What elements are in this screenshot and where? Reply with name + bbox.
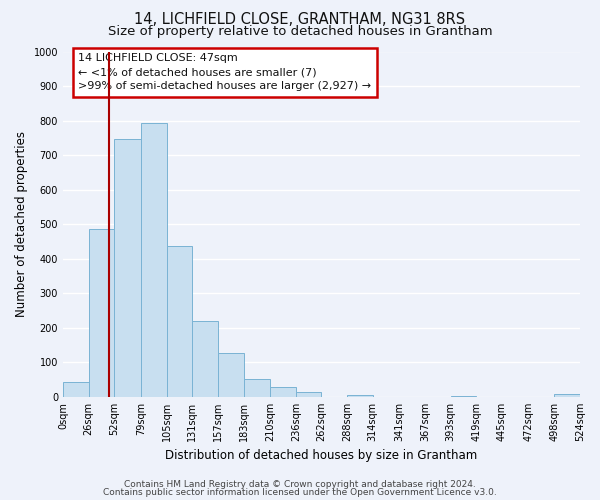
Bar: [114, 138, 141, 397]
Text: Size of property relative to detached houses in Grantham: Size of property relative to detached ho…: [107, 25, 493, 38]
Text: Contains public sector information licensed under the Open Government Licence v3: Contains public sector information licen…: [103, 488, 497, 497]
Bar: [347, 395, 373, 397]
Bar: [244, 379, 270, 397]
Bar: [296, 392, 322, 397]
Bar: [89, 228, 114, 397]
Bar: [192, 321, 218, 397]
Text: 14, LICHFIELD CLOSE, GRANTHAM, NG31 8RS: 14, LICHFIELD CLOSE, GRANTHAM, NG31 8RS: [134, 12, 466, 28]
Bar: [63, 382, 89, 397]
Bar: [451, 396, 476, 397]
Bar: [167, 246, 192, 397]
Text: Contains HM Land Registry data © Crown copyright and database right 2024.: Contains HM Land Registry data © Crown c…: [124, 480, 476, 489]
Bar: [554, 394, 580, 397]
X-axis label: Distribution of detached houses by size in Grantham: Distribution of detached houses by size …: [166, 450, 478, 462]
Y-axis label: Number of detached properties: Number of detached properties: [15, 131, 28, 317]
Bar: [218, 354, 244, 397]
Text: 14 LICHFIELD CLOSE: 47sqm
← <1% of detached houses are smaller (7)
>99% of semi-: 14 LICHFIELD CLOSE: 47sqm ← <1% of detac…: [79, 53, 371, 91]
Bar: [270, 388, 296, 397]
Bar: [141, 124, 167, 397]
